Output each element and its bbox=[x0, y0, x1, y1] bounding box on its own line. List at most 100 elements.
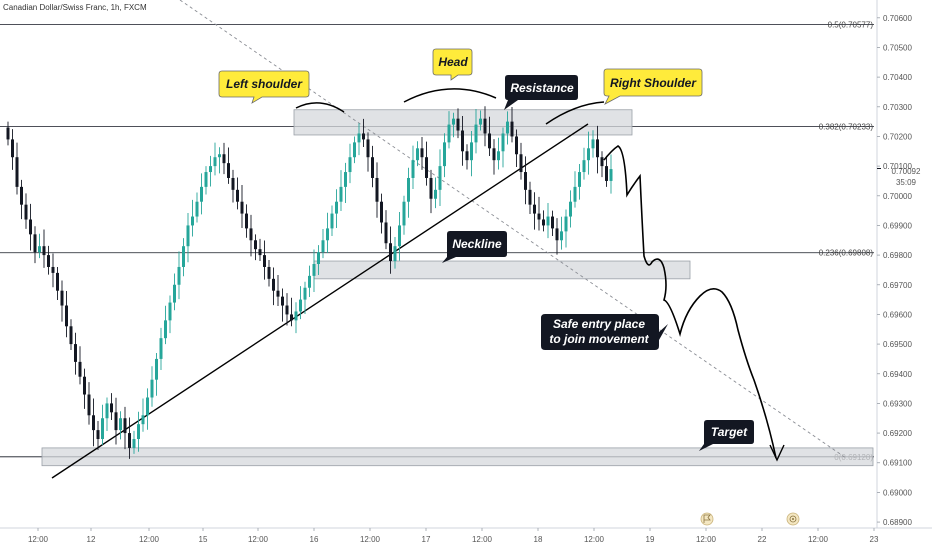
candle-body bbox=[254, 240, 257, 250]
candle-body bbox=[299, 299, 302, 312]
y-tick-label: 0.69900 bbox=[883, 221, 912, 230]
candle-body bbox=[609, 169, 613, 181]
candle-body bbox=[429, 177, 433, 199]
head-arc bbox=[403, 88, 497, 103]
x-tick-label: 12:00 bbox=[28, 535, 49, 544]
candle-body bbox=[15, 157, 19, 187]
candle-body bbox=[537, 213, 541, 220]
entry-label-line2: to join movement bbox=[549, 332, 649, 346]
candle-body bbox=[564, 216, 568, 232]
neckline-label: Neckline bbox=[452, 237, 502, 251]
candle-body bbox=[29, 219, 32, 235]
candle-body bbox=[402, 201, 406, 226]
right-shoulder-label: Right Shoulder bbox=[610, 76, 697, 90]
candle-body bbox=[65, 305, 68, 327]
candle-body bbox=[285, 305, 289, 315]
candle-body bbox=[150, 379, 154, 398]
candle-body bbox=[371, 157, 374, 178]
candle-body bbox=[605, 166, 608, 181]
candle-body bbox=[569, 201, 572, 217]
target-callout: Target bbox=[699, 420, 754, 451]
candle-body bbox=[533, 204, 536, 214]
candle-body bbox=[348, 157, 352, 173]
neckline-trendline bbox=[51, 123, 589, 479]
candle-body bbox=[222, 154, 226, 164]
candle-body bbox=[240, 201, 244, 214]
candle-body bbox=[168, 302, 172, 321]
y-tick-label: 0.69600 bbox=[883, 310, 912, 319]
candle-body bbox=[92, 415, 95, 431]
candle-body bbox=[456, 118, 460, 131]
candle-body bbox=[114, 412, 118, 431]
candle-body bbox=[479, 118, 482, 125]
candle-body bbox=[56, 272, 59, 291]
candle-body bbox=[42, 246, 46, 256]
head-label: Head bbox=[438, 55, 468, 69]
candle-body bbox=[245, 213, 248, 229]
candle-body bbox=[137, 424, 140, 440]
y-tick-label: 0.69200 bbox=[883, 429, 912, 438]
candle-body bbox=[87, 394, 91, 416]
candle-body bbox=[492, 148, 496, 161]
candle-body bbox=[434, 189, 437, 199]
candle-body bbox=[218, 154, 221, 158]
left-shoulder-label: Left shoulder bbox=[226, 77, 303, 91]
candle-body bbox=[105, 403, 109, 419]
candle-body bbox=[204, 172, 208, 187]
y-tick-label: 0.70000 bbox=[883, 192, 912, 201]
candle-body bbox=[600, 157, 604, 167]
x-tick-label: 12:00 bbox=[139, 535, 160, 544]
candle-body bbox=[582, 160, 586, 173]
candle-body bbox=[11, 139, 14, 158]
y-tick-label: 0.70300 bbox=[883, 103, 912, 112]
x-tick-label: 12:00 bbox=[248, 535, 269, 544]
y-tick-label: 0.69300 bbox=[883, 399, 912, 408]
candle-body bbox=[497, 151, 500, 161]
candle-body bbox=[209, 166, 212, 173]
candle-body bbox=[362, 133, 365, 140]
candle-body bbox=[236, 189, 239, 202]
zones-layer bbox=[41, 109, 874, 467]
candle-body bbox=[24, 204, 28, 220]
candle-body bbox=[6, 127, 10, 140]
candle-body bbox=[335, 201, 338, 214]
neckline-zone[interactable] bbox=[313, 260, 691, 280]
candle-body bbox=[159, 338, 163, 359]
y-tick-label: 0.70100 bbox=[883, 162, 912, 171]
candle-body bbox=[317, 252, 320, 264]
target-zone[interactable] bbox=[41, 447, 874, 467]
candle-body bbox=[420, 148, 424, 158]
candle-body bbox=[353, 142, 356, 158]
candle-body bbox=[155, 358, 158, 380]
flag-icon[interactable] bbox=[700, 512, 714, 526]
left-shoulder-callout: Left shoulder bbox=[218, 70, 310, 104]
candle-body bbox=[164, 320, 167, 339]
y-tick-label: 0.69800 bbox=[883, 251, 912, 260]
fib-level-label: 0.382(0.70233) bbox=[819, 123, 874, 132]
x-tick-label: 23 bbox=[870, 535, 879, 544]
candle-body bbox=[519, 154, 523, 173]
candle-body bbox=[425, 157, 428, 178]
candle-body bbox=[177, 266, 181, 285]
candle-body bbox=[294, 311, 298, 321]
candle-body bbox=[542, 219, 545, 226]
candle-body bbox=[366, 139, 370, 158]
candle-body bbox=[101, 418, 104, 440]
x-tick-label: 17 bbox=[422, 535, 431, 544]
y-tick-label: 0.70600 bbox=[883, 14, 912, 23]
candle-body bbox=[560, 231, 563, 241]
countdown-label: 35:09 bbox=[896, 178, 917, 187]
y-tick-label: 0.69500 bbox=[883, 340, 912, 349]
candle-body bbox=[546, 216, 550, 226]
candle-body bbox=[591, 139, 595, 149]
dashed-trendline bbox=[179, 0, 847, 459]
x-tick-label: 22 bbox=[758, 535, 767, 544]
bullseye-icon[interactable] bbox=[786, 512, 800, 526]
candle-body bbox=[186, 225, 190, 247]
candle-body bbox=[474, 124, 478, 143]
neckline-callout: Neckline bbox=[442, 231, 507, 263]
candle-body bbox=[119, 418, 122, 431]
x-tick-label: 12:00 bbox=[584, 535, 605, 544]
